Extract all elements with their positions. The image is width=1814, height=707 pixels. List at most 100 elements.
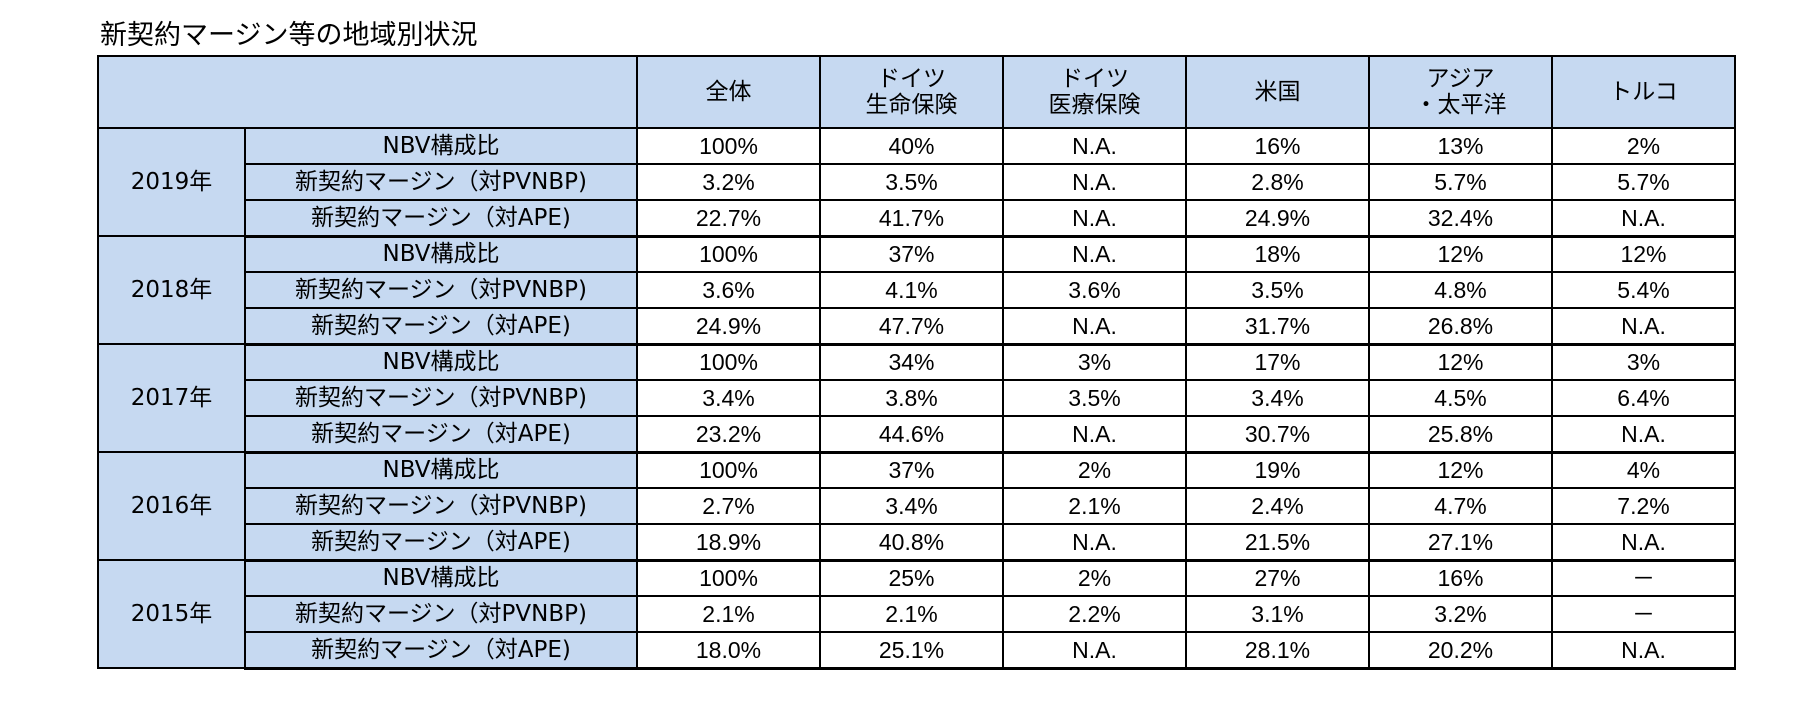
value-cell: N.A. — [1551, 307, 1736, 346]
value-cell: 2.1% — [636, 595, 821, 633]
value-cell: N.A. — [1002, 199, 1187, 238]
metric-label: NBV構成比 — [244, 343, 638, 381]
column-header-asia-pacific: アジア ・太平洋 — [1368, 55, 1553, 129]
value-cell: N.A. — [1002, 127, 1187, 165]
value-cell: 47.7% — [819, 307, 1004, 346]
metric-label: NBV構成比 — [244, 559, 638, 597]
value-cell: 100% — [636, 559, 821, 597]
value-cell: 2% — [1002, 559, 1187, 597]
table-row: 2018年 NBV構成比 100% 37% N.A. 18% 12% 12% — [97, 235, 1736, 345]
value-cell: 4% — [1551, 451, 1736, 489]
value-cell: 3.4% — [819, 487, 1004, 525]
table-row: 新契約マージン（対PVNBP) 3.6% 4.1% 3.6% 3.5% 4.8% 5.4% — [98, 271, 1736, 309]
metric-label: NBV構成比 — [244, 451, 638, 489]
value-cell: 25.8% — [1368, 415, 1553, 454]
value-cell: 2.8% — [1185, 163, 1370, 201]
metric-label: 新契約マージン（対PVNBP) — [244, 595, 638, 633]
value-cell: 22.7% — [636, 199, 821, 238]
value-cell: 5.4% — [1551, 271, 1736, 309]
value-cell: 25.1% — [819, 631, 1004, 670]
metric-label: 新契約マージン（対APE) — [244, 307, 638, 346]
value-cell: N.A. — [1551, 415, 1736, 454]
value-cell: 4.8% — [1368, 271, 1553, 309]
column-header-us: 米国 — [1185, 55, 1370, 129]
year-label: 2018年 — [97, 235, 246, 345]
value-cell: 37% — [819, 451, 1004, 489]
value-cell: 3.6% — [636, 271, 821, 309]
value-cell: 5.7% — [1551, 163, 1736, 201]
value-cell: 18.0% — [636, 631, 821, 670]
header-corner — [97, 55, 638, 129]
column-header-line: ・太平洋 — [1414, 92, 1507, 118]
table-title: 新契約マージン等の地域別状況 — [100, 20, 478, 51]
value-cell: N.A. — [1002, 523, 1187, 562]
value-cell: 2.4% — [1185, 487, 1370, 525]
value-cell: 20.2% — [1368, 631, 1553, 670]
value-cell: 100% — [636, 235, 821, 273]
column-header-germany-life: ドイツ 生命保険 — [819, 55, 1004, 129]
table-row: 新契約マージン（対APE) 24.9% 47.7% N.A. 31.7% 26.8% N.A… — [98, 307, 1736, 346]
value-cell: 23.2% — [636, 415, 821, 454]
value-cell: 6.4% — [1551, 379, 1736, 417]
table-row: 2016年 NBV構成比 100% 37% 2% 19% 12% 4% — [97, 451, 1736, 561]
value-cell: 100% — [636, 127, 821, 165]
value-cell: 12% — [1368, 235, 1553, 273]
value-cell: 2% — [1551, 127, 1736, 165]
column-header-line: 生命保険 — [865, 92, 958, 118]
value-cell: 30.7% — [1185, 415, 1370, 454]
value-cell: 40.8% — [819, 523, 1004, 562]
column-header-line: アジア — [1426, 66, 1495, 92]
table-row: 新契約マージン（対PVNBP) 2.1% 2.1% 2.2% 3.1% 3.2% － — [98, 595, 1736, 633]
value-cell: 3.5% — [819, 163, 1004, 201]
value-cell: N.A. — [1551, 631, 1736, 670]
table-row: 2015年 NBV構成比 100% 25% 2% 27% 16% － — [97, 559, 1736, 669]
value-cell: － — [1551, 595, 1736, 633]
value-cell: 21.5% — [1185, 523, 1370, 562]
value-cell: 5.7% — [1368, 163, 1553, 201]
value-cell: 27.1% — [1368, 523, 1553, 562]
value-cell: 2.1% — [819, 595, 1004, 633]
value-cell: N.A. — [1002, 235, 1187, 273]
column-header-line: 医療保険 — [1048, 92, 1141, 118]
value-cell: 3.2% — [1368, 595, 1553, 633]
table-row: 新契約マージン（対APE) 18.9% 40.8% N.A. 21.5% 27.1% N.A… — [98, 523, 1736, 562]
value-cell: 17% — [1185, 343, 1370, 381]
value-cell: 3.4% — [636, 379, 821, 417]
value-cell: 4.5% — [1368, 379, 1553, 417]
table-row: 新契約マージン（対APE) 22.7% 41.7% N.A. 24.9% 32.4% N.A… — [98, 199, 1736, 238]
value-cell: 2.2% — [1002, 595, 1187, 633]
metric-label: 新契約マージン（対APE) — [244, 523, 638, 562]
value-cell: 25% — [819, 559, 1004, 597]
value-cell: N.A. — [1002, 307, 1187, 346]
table-row: 2019年 NBV構成比 100% 40% N.A. 16% 13% 2% — [97, 127, 1736, 237]
table-row: 2017年 NBV構成比 100% 34% 3% 17% 12% 3% — [97, 343, 1736, 453]
value-cell: 41.7% — [819, 199, 1004, 238]
value-cell: 3.8% — [819, 379, 1004, 417]
value-cell: 27% — [1185, 559, 1370, 597]
table-row: 新契約マージン（対PVNBP) 3.2% 3.5% N.A. 2.8% 5.7% 5.7% — [98, 163, 1736, 201]
value-cell: 3.4% — [1185, 379, 1370, 417]
value-cell: 3% — [1002, 343, 1187, 381]
table-row: 新契約マージン（対PVNBP) 2.7% 3.4% 2.1% 2.4% 4.7% 7.2% — [98, 487, 1736, 525]
column-header-line: ドイツ — [1060, 66, 1129, 92]
year-label: 2017年 — [97, 343, 246, 453]
value-cell: 7.2% — [1551, 487, 1736, 525]
column-header-germany-health: ドイツ 医療保険 — [1002, 55, 1187, 129]
value-cell: 3.1% — [1185, 595, 1370, 633]
metric-label: NBV構成比 — [244, 235, 638, 273]
metric-label: 新契約マージン（対APE) — [244, 415, 638, 454]
metric-label: 新契約マージン（対PVNBP) — [244, 271, 638, 309]
column-header-line: ドイツ — [877, 66, 946, 92]
metric-label: 新契約マージン（対APE) — [244, 199, 638, 238]
value-cell: 13% — [1368, 127, 1553, 165]
value-cell: 4.7% — [1368, 487, 1553, 525]
value-cell: 3% — [1551, 343, 1736, 381]
value-cell: 12% — [1551, 235, 1736, 273]
value-cell: 12% — [1368, 343, 1553, 381]
value-cell: N.A. — [1002, 631, 1187, 670]
value-cell: 19% — [1185, 451, 1370, 489]
value-cell: 24.9% — [1185, 199, 1370, 238]
value-cell: 2% — [1002, 451, 1187, 489]
value-cell: 12% — [1368, 451, 1553, 489]
value-cell: N.A. — [1551, 523, 1736, 562]
